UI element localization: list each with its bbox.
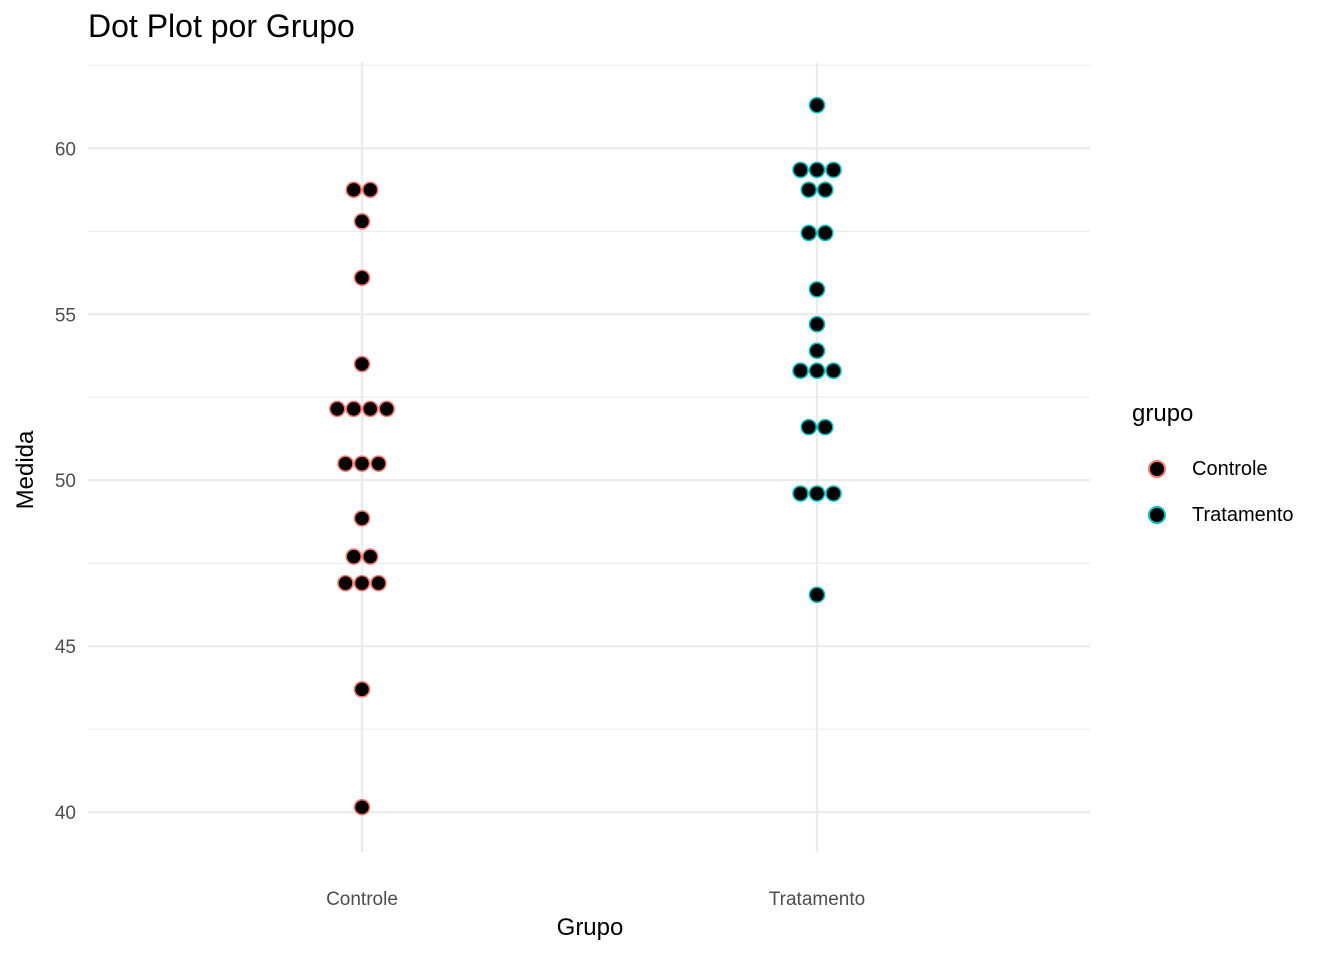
x-tick-label: Tratamento: [769, 889, 865, 910]
y-axis-ticks: 40 45 50 55 60: [55, 139, 76, 824]
data-point-controle: [353, 269, 371, 287]
data-point-tratamento: [800, 224, 818, 242]
data-point-tratamento: [800, 418, 818, 436]
legend: grupo Controle Tratamento: [1132, 400, 1294, 538]
data-point-controle: [361, 400, 379, 418]
data-point-controle: [345, 181, 363, 199]
legend-item-controle: Controle: [1132, 446, 1294, 492]
legend-key-controle: [1148, 460, 1166, 478]
data-point-controle: [345, 548, 363, 565]
data-point-tratamento: [808, 281, 826, 298]
x-tick-label: Controle: [326, 889, 398, 910]
data-point-tratamento: [792, 161, 809, 179]
data-point-controle: [370, 574, 387, 592]
y-tick-label: 40: [55, 803, 76, 824]
legend-item-tratamento: Tratamento: [1132, 492, 1294, 538]
y-tick-label: 60: [55, 139, 76, 160]
legend-label-tratamento: Tratamento: [1192, 503, 1294, 526]
data-point-tratamento: [808, 315, 826, 333]
data-point-controle: [378, 400, 396, 418]
data-point-controle: [361, 548, 379, 565]
legend-title: grupo: [1132, 400, 1194, 427]
data-point-tratamento: [816, 181, 834, 199]
data-point-controle: [353, 355, 371, 373]
data-point-controle: [337, 455, 354, 472]
y-tick-label: 50: [55, 471, 76, 492]
data-point-controle: [328, 400, 346, 418]
data-point-controle: [353, 574, 371, 592]
data-point-controle: [361, 181, 379, 199]
y-axis-label: Medida: [12, 430, 39, 510]
data-point-tratamento: [808, 342, 826, 360]
data-point-controle: [353, 681, 371, 698]
y-tick-label: 45: [55, 637, 76, 658]
data-point-tratamento: [792, 485, 809, 502]
data-point-tratamento: [792, 362, 809, 379]
data-point-controle: [353, 510, 371, 527]
x-axis-ticks: Controle Tratamento: [326, 889, 865, 910]
data-point-controle: [353, 455, 371, 472]
data-point-tratamento: [825, 161, 842, 179]
data-point-tratamento: [816, 224, 834, 242]
data-point-tratamento: [808, 96, 826, 114]
data-point-tratamento: [808, 485, 826, 502]
legend-label-controle: Controle: [1192, 457, 1268, 480]
data-point-tratamento: [808, 362, 826, 379]
data-point-tratamento: [800, 181, 818, 199]
data-point-tratamento: [808, 161, 826, 179]
data-point-controle: [370, 455, 387, 472]
data-point-controle: [353, 798, 371, 816]
chart-title: Dot Plot por Grupo: [88, 8, 355, 44]
data-point-tratamento: [816, 418, 834, 436]
data-point-tratamento: [825, 485, 842, 502]
data-points: [328, 96, 842, 816]
grid-lines: [88, 62, 1090, 852]
data-point-controle: [345, 400, 363, 418]
data-point-tratamento: [808, 586, 826, 604]
data-point-controle: [337, 574, 354, 592]
data-point-controle: [353, 213, 371, 230]
legend-key-tratamento: [1148, 506, 1166, 524]
y-tick-label: 55: [55, 305, 76, 326]
x-axis-label: Grupo: [556, 914, 624, 941]
data-point-tratamento: [825, 362, 842, 379]
